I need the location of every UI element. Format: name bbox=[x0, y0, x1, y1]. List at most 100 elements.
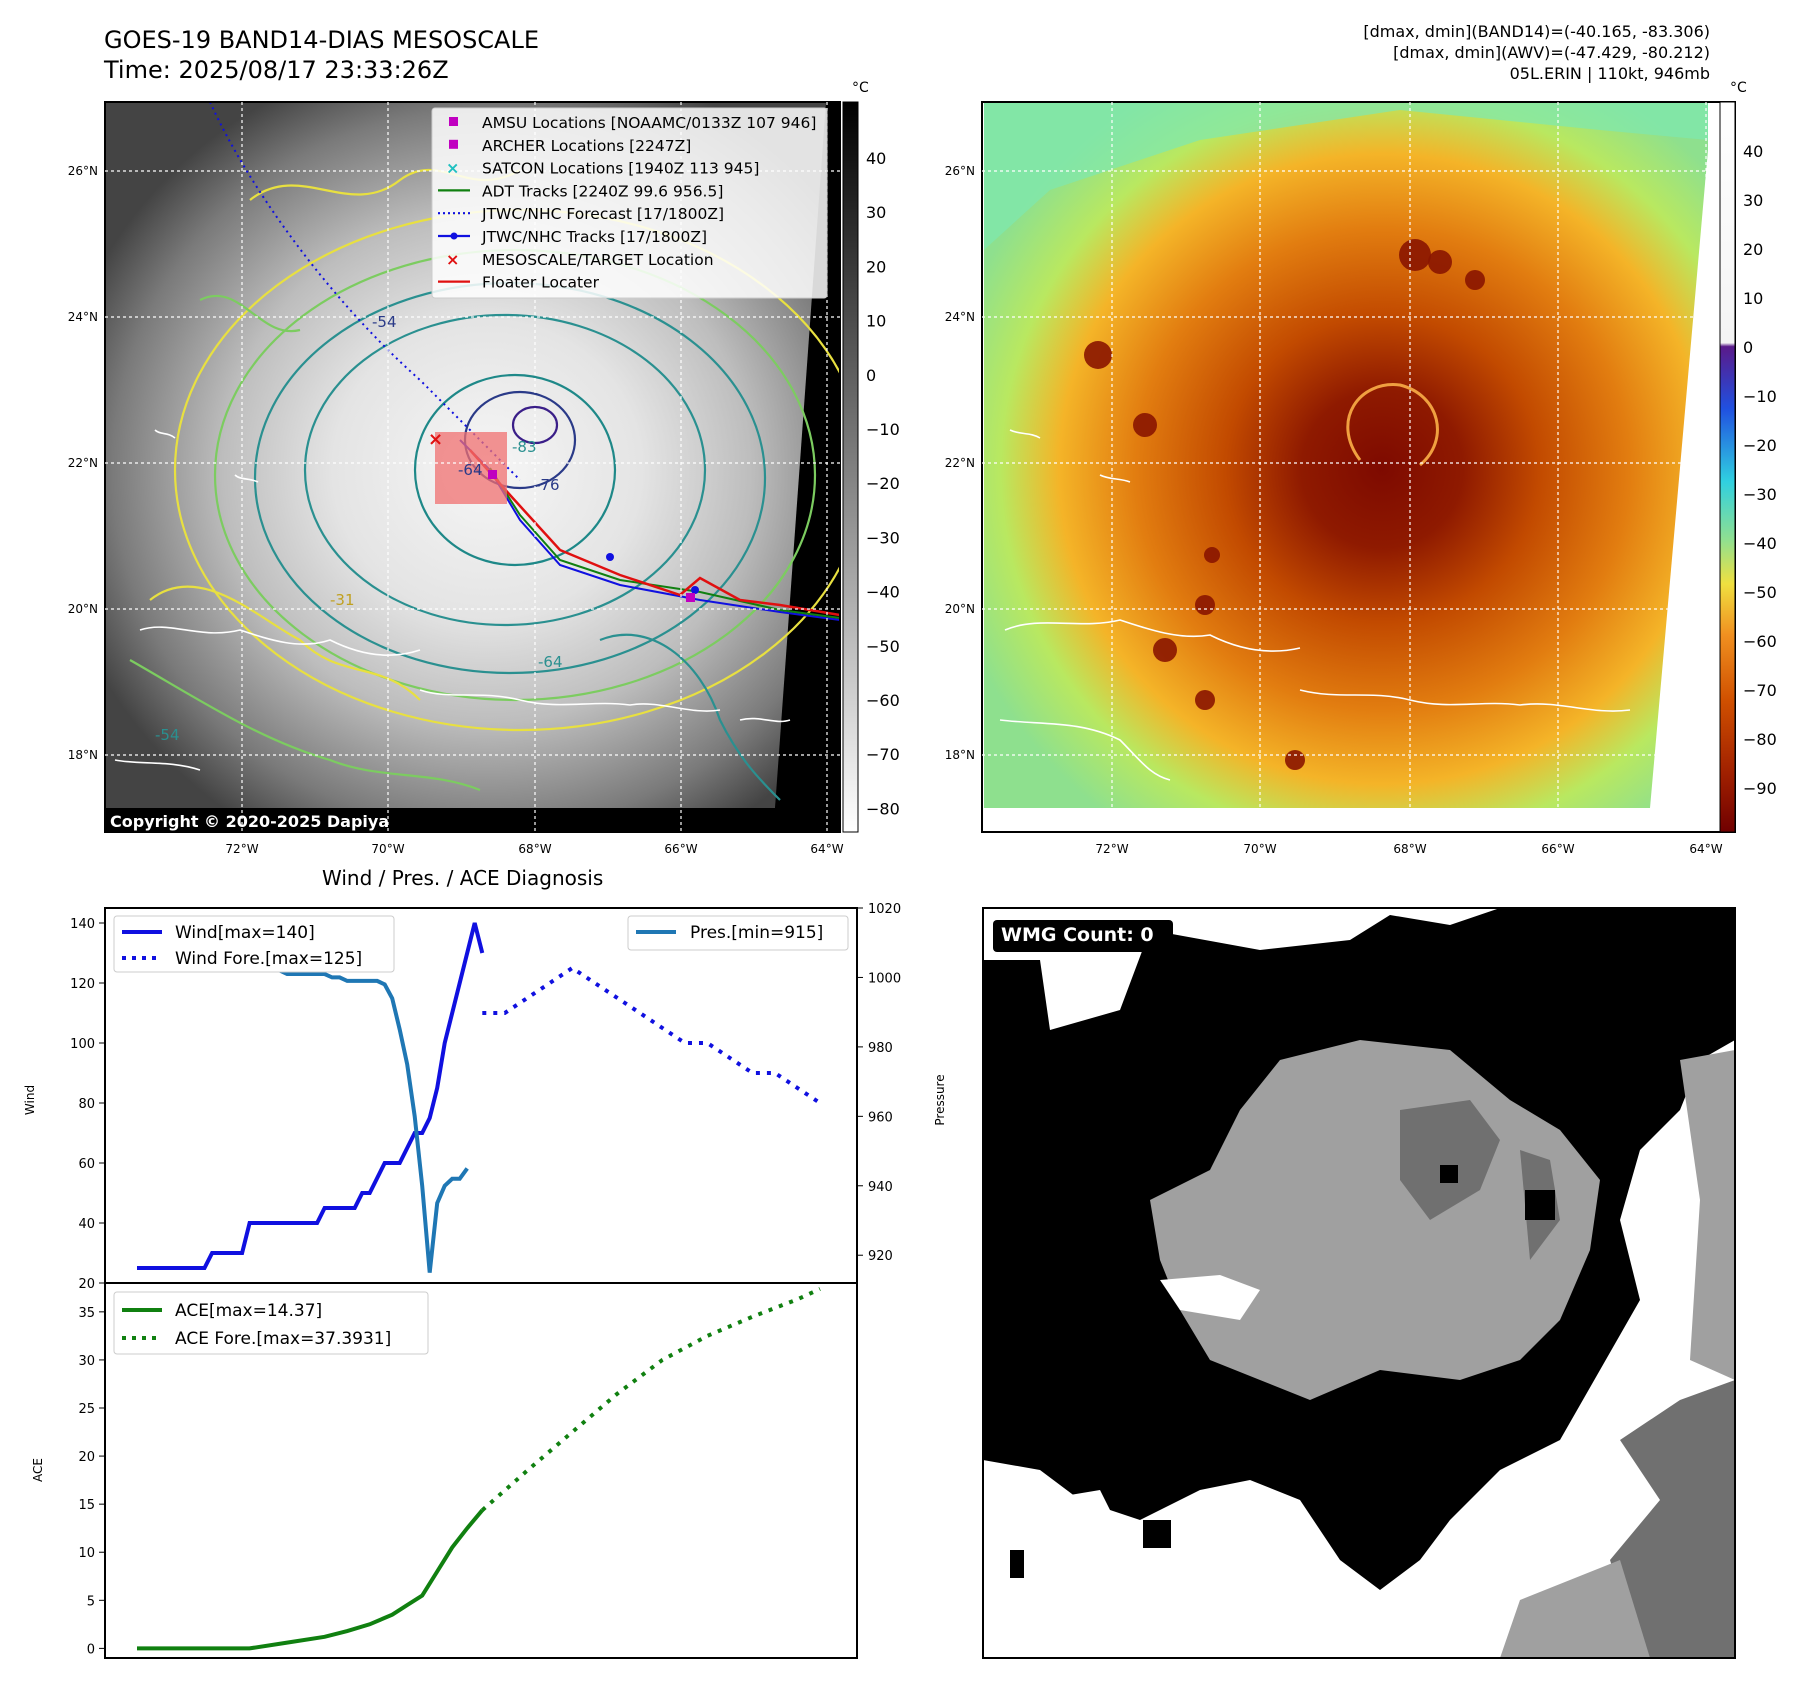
right-colorbar-tick: −60 bbox=[1743, 632, 1777, 651]
legend-square-icon bbox=[449, 117, 458, 126]
right-colorbar-tick: −30 bbox=[1743, 485, 1777, 504]
wmg-count-label: WMG Count: 0 bbox=[1001, 924, 1154, 946]
pressure-y-tick: 1020 bbox=[868, 902, 901, 917]
left-lon-tick: 70°W bbox=[371, 842, 404, 856]
left-colorbar-tick: 30 bbox=[866, 203, 886, 222]
legend-label: AMSU Locations [NOAAMC/0133Z 107 946] bbox=[482, 114, 816, 132]
legend-label: SATCON Locations [1940Z 113 945] bbox=[482, 160, 759, 178]
legend-entry: JTWC/NHC Forecast [17/1800Z] bbox=[438, 205, 724, 223]
right-colorbar-tick: 30 bbox=[1743, 191, 1763, 210]
pressure-y-tick: 960 bbox=[868, 1110, 893, 1125]
left-lat-tick: 26°N bbox=[68, 164, 98, 178]
left-colorbar bbox=[842, 101, 859, 833]
ace-y-tick: 35 bbox=[78, 1306, 95, 1321]
right-lat-tick: 18°N bbox=[945, 748, 975, 762]
right-colorbar-tick: −80 bbox=[1743, 730, 1777, 749]
archer-marker-icon bbox=[686, 593, 695, 602]
ace-ylabel: ACE bbox=[31, 1458, 45, 1482]
right-colorbar bbox=[1719, 101, 1736, 833]
legend-entry: ADT Tracks [2240Z 99.6 956.5] bbox=[438, 182, 723, 200]
left-colorbar-tick: 40 bbox=[866, 149, 886, 168]
left-lon-tick: 64°W bbox=[810, 842, 843, 856]
legend-entry: ARCHER Locations [2247Z] bbox=[449, 137, 691, 155]
left-lat-tick: 18°N bbox=[68, 748, 98, 762]
ace-legend: ACE[max=14.37] ACE Fore.[max=37.3931] bbox=[113, 1291, 429, 1355]
legend-label: Floater Locater bbox=[482, 274, 600, 292]
right-colorbar-unit: °C bbox=[1730, 80, 1747, 96]
wind-y-tick: 60 bbox=[78, 1157, 95, 1172]
wmg-label-box bbox=[993, 920, 1173, 952]
map-legend bbox=[431, 107, 828, 299]
left-colorbar-tick: −10 bbox=[866, 420, 900, 439]
legend-label: ARCHER Locations [2247Z] bbox=[482, 137, 691, 155]
right-lon-tick: 70°W bbox=[1243, 842, 1276, 856]
right-colorbar-tick: −50 bbox=[1743, 583, 1777, 602]
ace-y-tick: 30 bbox=[78, 1354, 95, 1369]
ace-plot: 35 30 25 20 15 10 5 0 ACE ACE[max=14.37] ACE Fore.… bbox=[31, 1287, 821, 1657]
contour-label: -83 bbox=[512, 438, 537, 456]
right-colorbar-tick: −90 bbox=[1743, 779, 1777, 798]
right-colorbar-tick: 0 bbox=[1743, 338, 1753, 357]
legend-entry: AMSU Locations [NOAAMC/0133Z 107 946] bbox=[449, 114, 816, 132]
contour-label: -64 bbox=[458, 461, 483, 479]
right-lat-tick: 20°N bbox=[945, 602, 975, 616]
legend-entry: × SATCON Locations [1940Z 113 945] bbox=[446, 159, 759, 178]
ace-series-1 bbox=[480, 1287, 821, 1512]
legend-entry: JTWC/NHC Tracks [17/1800Z] bbox=[438, 228, 707, 246]
contour-label: -31 bbox=[330, 591, 355, 609]
left-lon-tick: 72°W bbox=[225, 842, 258, 856]
map-axis-labels: 72°W 72°W 70°W 70°W 68°W 68°W 66°W 66°W 64°W 64°W… bbox=[68, 142, 1777, 856]
contour-label: -64 bbox=[538, 653, 563, 671]
left-colorbar-tick: 20 bbox=[866, 257, 886, 276]
wind-legend: Wind[max=140] Wind Fore.[max=125] bbox=[113, 915, 395, 973]
time-label: Time: 2025/08/17 23:33:26Z bbox=[104, 56, 449, 84]
legend-wind-label: Wind[max=140] bbox=[175, 923, 315, 943]
ace-y-tick: 5 bbox=[87, 1594, 95, 1609]
left-colorbar-tick: −30 bbox=[866, 528, 900, 547]
wind-y-tick: 80 bbox=[78, 1097, 95, 1112]
legend-square-icon bbox=[449, 139, 458, 149]
amsu-marker-icon bbox=[488, 470, 497, 479]
legend-x-icon: × bbox=[446, 159, 459, 178]
wmg-image bbox=[983, 908, 1735, 1658]
wind-y-tick: 40 bbox=[78, 1217, 95, 1232]
right-colorbar-tick: 10 bbox=[1743, 289, 1763, 308]
pressure-y-tick: 980 bbox=[868, 1041, 893, 1056]
ace-y-tick: 10 bbox=[78, 1546, 95, 1561]
pressure-y-tick: 1000 bbox=[868, 971, 901, 986]
left-map-frame bbox=[104, 101, 841, 833]
left-colorbar-tick: −50 bbox=[866, 637, 900, 656]
right-colorbar-tick: −10 bbox=[1743, 387, 1777, 406]
wind-ylabel: Wind bbox=[23, 1085, 37, 1115]
wind-y-tick: 100 bbox=[70, 1037, 95, 1052]
wmg-frame bbox=[982, 907, 1736, 1659]
right-colorbar-tick: −70 bbox=[1743, 681, 1777, 700]
ace-y-tick: 25 bbox=[78, 1402, 95, 1417]
left-colorbar-tick: 10 bbox=[866, 312, 886, 331]
target-marker-icon: × bbox=[428, 429, 443, 450]
legend-x-icon: × bbox=[446, 250, 459, 269]
legend-label: ADT Tracks [2240Z 99.6 956.5] bbox=[482, 182, 723, 200]
left-lon-tick: 66°W bbox=[664, 842, 697, 856]
series-line-1 bbox=[482, 965, 822, 1105]
contour-label: -54 bbox=[372, 313, 397, 331]
storm-info: 05L.ERIN | 110kt, 946mb bbox=[1509, 64, 1710, 83]
left-lon-tick: 68°W bbox=[518, 842, 551, 856]
series-line-0 bbox=[137, 922, 485, 1270]
left-lat-tick: 22°N bbox=[68, 456, 98, 470]
diagnosis-title: Wind / Pres. / ACE Diagnosis bbox=[322, 866, 604, 890]
wind-y-tick: 120 bbox=[70, 977, 95, 992]
right-colorbar-tick: 20 bbox=[1743, 240, 1763, 259]
right-lon-tick: 64°W bbox=[1689, 842, 1722, 856]
wind-y-tick: 140 bbox=[70, 917, 95, 932]
ace-series-0 bbox=[137, 1508, 484, 1651]
legend-windfore-label: Wind Fore.[max=125] bbox=[175, 949, 362, 969]
ace-y-tick: 15 bbox=[78, 1498, 95, 1513]
left-colorbar-tick: −80 bbox=[866, 799, 900, 818]
ace-y-tick: 0 bbox=[87, 1642, 95, 1657]
legend-entry: Floater Locater bbox=[438, 274, 600, 292]
right-colorbar-tick: −40 bbox=[1743, 534, 1777, 553]
left-colorbar-tick: 0 bbox=[866, 366, 876, 385]
legend-label: JTWC/NHC Tracks [17/1800Z] bbox=[481, 228, 707, 246]
